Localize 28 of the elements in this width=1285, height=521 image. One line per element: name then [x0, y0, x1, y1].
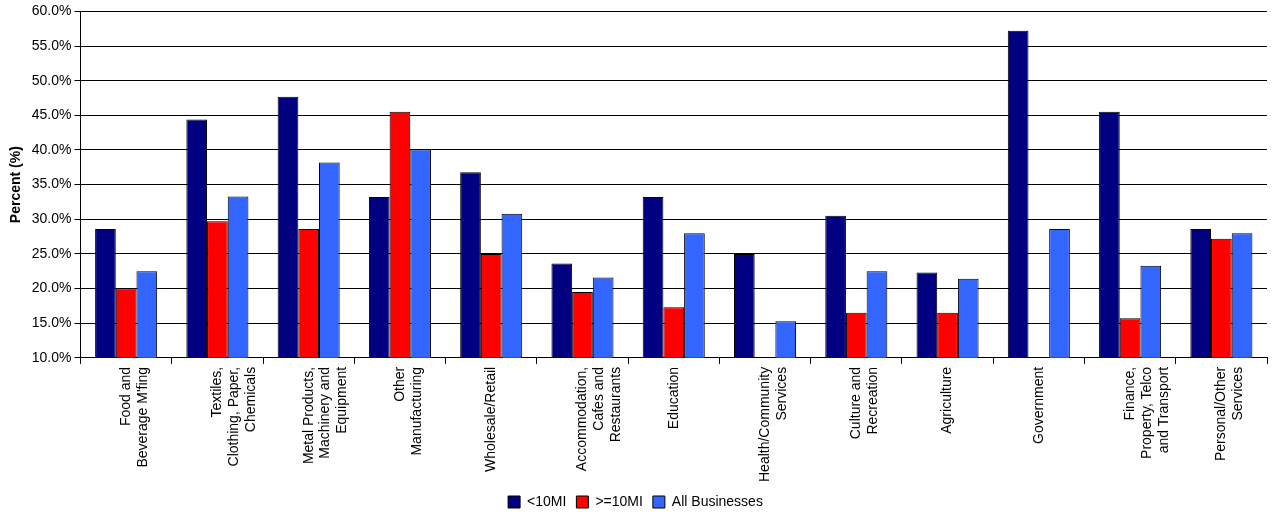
legend-label: >=10MI	[595, 492, 643, 509]
legend-label: All Businesses	[671, 492, 763, 509]
y-axis-title: Percent (%)	[7, 146, 24, 224]
y-tick-label: 35.0%	[31, 175, 72, 192]
x-tick-label: Metal Products, Machinery and Equipment	[299, 366, 350, 465]
y-tick-label: 55.0%	[31, 36, 72, 53]
y-tick-label: 15.0%	[31, 314, 72, 331]
x-tick-label: Textiles, Clothing, Paper, Chemicals	[208, 366, 258, 467]
x-tick-label: Health/Community Services	[755, 366, 789, 482]
y-tick-label: 20.0%	[31, 279, 72, 296]
legend-label: <10MI	[527, 492, 567, 509]
x-tick-label: Finance, Property, Telco and Transport	[1120, 366, 1171, 459]
x-tick-label: Other Manufacturing	[390, 366, 424, 456]
y-tick-label: 10.0%	[31, 348, 72, 365]
y-tick-label: 40.0%	[31, 140, 72, 157]
x-tick-label: Food and Beverage M'fing	[116, 366, 150, 468]
x-tick-label: Accommodation, Cafes and Restaurants	[573, 366, 623, 472]
x-tick-label: Education	[664, 366, 681, 430]
x-tick-label: Agriculture	[938, 366, 955, 434]
x-tick-label: Culture and Recreation	[847, 366, 880, 440]
x-tick-label: Personal/Other Services	[1212, 366, 1246, 462]
y-tick-label: 50.0%	[31, 71, 72, 88]
y-tick-label: 60.0%	[31, 2, 72, 19]
x-tick-label: Government	[1029, 366, 1046, 444]
x-tick-label: Wholesale/Retail	[482, 366, 499, 472]
y-tick-label: 30.0%	[31, 210, 72, 227]
y-tick-label: 45.0%	[31, 106, 72, 123]
y-tick-label: 25.0%	[31, 244, 72, 261]
